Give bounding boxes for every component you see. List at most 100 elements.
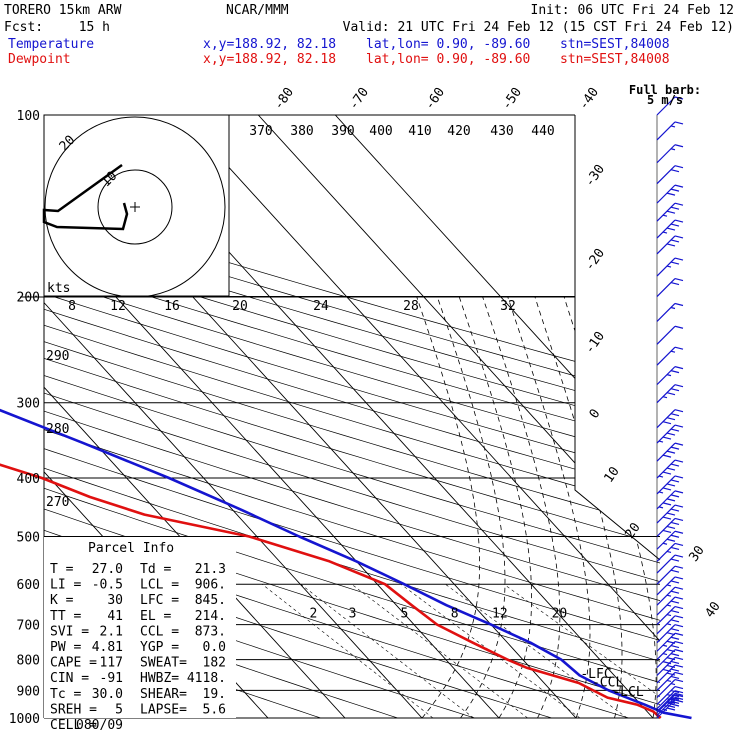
dewpoint-legend: Dewpoint — [8, 52, 71, 67]
parcel-info-value: 4118. — [187, 671, 226, 686]
parcel-info-value: 21.3 — [195, 562, 226, 577]
isotherm-label: 40 — [702, 599, 723, 620]
wind-barb — [656, 384, 684, 404]
wind-barb — [656, 656, 684, 676]
barb-key-label: Full barb: — [629, 83, 701, 97]
mixing-ratio-line — [300, 583, 474, 718]
frame-right — [574, 115, 661, 561]
parcel-info-label: YGP = — [140, 640, 179, 655]
isotherm-label: 0 — [587, 406, 604, 421]
init-time: Init: 06 UTC Fri 24 Feb 12 — [531, 3, 735, 18]
hodo-speed-label: 12 — [110, 299, 126, 314]
wind-barb — [656, 565, 684, 585]
temperature-station: stn=SEST,84008 — [560, 37, 670, 52]
theta-label: 400 — [369, 124, 392, 139]
pressure-label-900: 900 — [17, 684, 40, 699]
parcel-info-label: CCL = — [140, 624, 179, 639]
parcel-info-label: T = — [50, 562, 74, 577]
wind-barb — [656, 624, 684, 644]
parcel-info-label: SVI = — [50, 624, 89, 639]
isotherm-label: -40 — [576, 85, 602, 113]
mixing-ratio-label: 3 — [349, 607, 357, 622]
wind-barb — [656, 277, 684, 297]
wind-barb — [656, 257, 684, 277]
barb-key-unit: 5 m/s — [647, 93, 683, 107]
temperature-xy: x,y=188.92, 82.18 — [203, 37, 336, 52]
theta-label: 370 — [249, 124, 272, 139]
parcel-info-value: 19. — [203, 687, 226, 702]
parcel-info-label: CELL = — [50, 718, 97, 733]
parcel-info-value: 873. — [195, 624, 226, 639]
parcel-info-label: HWBZ= — [140, 671, 179, 686]
parcel-info-value: 0.0 — [203, 640, 226, 655]
parcel-info-value: 30 — [107, 593, 123, 608]
dry-adiabat — [44, 115, 660, 718]
wind-barb — [656, 632, 684, 652]
dry-adiabat — [44, 115, 660, 718]
dewpoint-xy: x,y=188.92, 82.18 — [203, 52, 336, 67]
parcel-info-label: LI = — [50, 578, 81, 593]
wind-barb — [656, 679, 684, 699]
wind-barb — [656, 475, 684, 495]
wind-barb — [656, 690, 684, 710]
parcel-info-label: Td = — [140, 562, 171, 577]
dry-adiabat — [44, 115, 660, 718]
temperature-trace — [0, 408, 692, 720]
pressure-label-200: 200 — [17, 291, 40, 306]
wind-barb — [656, 219, 684, 239]
parcel-info-value: 214. — [195, 609, 226, 624]
isotherm — [44, 115, 346, 718]
hodo-ring-inner — [97, 169, 173, 245]
mixing-ratio-label: 5 — [401, 607, 409, 622]
wind-barb — [656, 442, 684, 462]
parcel-info-value: 5 — [115, 702, 123, 717]
isotherm-label: -70 — [346, 85, 372, 113]
wind-barb — [656, 576, 684, 596]
temperature-legend: Temperature — [8, 37, 94, 52]
pressure-label-1000: 1000 — [9, 712, 40, 727]
mixing-ratio-line — [445, 583, 628, 718]
isotherm-label: 30 — [686, 543, 707, 564]
model-title: TORERO 15km ARW — [4, 3, 122, 18]
mixing-ratio-line — [351, 583, 528, 718]
dry-adiabat — [44, 115, 516, 718]
dry-adiabat — [44, 115, 660, 718]
pressure-label-600: 600 — [17, 578, 40, 593]
wind-barb — [656, 459, 684, 479]
isotherm-label: -10 — [582, 329, 608, 357]
hodo-speed-label: 28 — [403, 299, 419, 314]
parcel-info-value: 080/09 — [76, 718, 123, 733]
wind-barb — [656, 596, 684, 616]
pressure-label-500: 500 — [17, 530, 40, 545]
dry-adiabat — [44, 115, 660, 718]
wind-barb — [656, 542, 684, 562]
wind-barb — [656, 409, 684, 429]
wind-barb — [656, 346, 684, 366]
dewpoint-station: stn=SEST,84008 — [560, 52, 670, 67]
isotherm — [44, 115, 423, 718]
parcel-info-label: LFC = — [140, 593, 179, 608]
theta-side-label: 270 — [46, 495, 69, 510]
parcel-info-value: 2.1 — [100, 624, 123, 639]
wind-barb — [656, 694, 684, 714]
wind-barb — [656, 366, 684, 386]
hodo-speed-label: 16 — [164, 299, 180, 314]
dry-adiabat — [44, 115, 660, 718]
parcel-info-value: 845. — [195, 593, 226, 608]
parcel-info-bg — [44, 537, 236, 718]
dry-adiabat — [44, 115, 660, 718]
moist-adiabat — [563, 296, 657, 718]
parcel-info-label: SREH = — [50, 702, 97, 717]
parcel-info-value: -91 — [100, 671, 123, 686]
isotherm-label: -30 — [582, 162, 608, 190]
mixing-ratio-label: 20 — [552, 607, 568, 622]
dewpoint-trace — [0, 463, 662, 719]
wind-barb — [656, 554, 684, 574]
dry-adiabat — [44, 115, 660, 718]
dry-adiabat — [44, 115, 660, 718]
pressure-label-100: 100 — [17, 109, 40, 124]
wind-barb — [656, 235, 684, 255]
parcel-info-label: TT = — [50, 609, 81, 624]
